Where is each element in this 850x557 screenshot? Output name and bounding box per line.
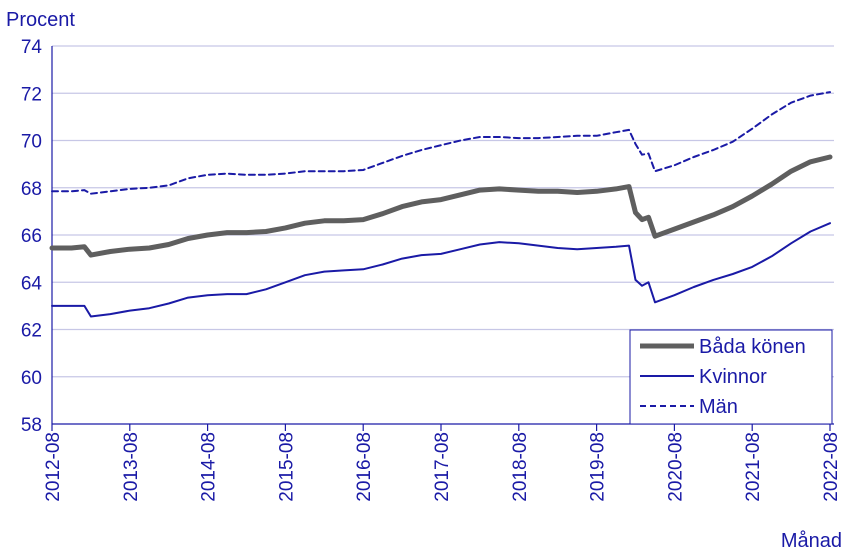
y-tick-label: 58 [21,415,42,436]
gridlines [51,45,834,425]
y-axis-title: Procent [6,9,75,31]
series-line [51,91,831,195]
x-tick-label: 2018-08 [510,432,531,502]
x-tick-label: 2016-08 [354,432,375,502]
x-tick-label: 2022-08 [821,432,842,502]
x-tick-label: 2014-08 [199,432,220,502]
legend-label: Män [699,396,738,418]
y-tick-label: 64 [21,273,43,294]
y-tick-label: 74 [21,37,43,58]
x-tick-label: 2017-08 [432,432,453,502]
x-tick-label: 2020-08 [665,432,686,502]
legend: Båda könen Kvinnor Män [629,329,833,425]
x-axis-title: Månad [781,530,842,552]
series-line [49,154,833,258]
legend-label: Båda könen [699,336,806,358]
y-tick-label: 60 [21,368,42,389]
x-axis-ticks: 2012-08 2013-08 2014-08 2015-08 2016-08 2017-… [43,424,842,502]
y-tick-label: 62 [21,321,42,342]
x-tick-label: 2012-08 [43,432,64,502]
x-tick-label: 2019-08 [588,432,609,502]
series-line [51,222,831,318]
y-axis-ticks: 58 60 62 64 66 68 70 72 74 [21,37,43,436]
y-tick-label: 68 [21,179,42,200]
y-tick-label: 66 [21,226,42,247]
y-tick-label: 72 [21,84,42,105]
series-lines [49,91,833,318]
x-tick-label: 2021-08 [743,432,764,502]
y-tick-label: 70 [21,132,42,153]
legend-label: Kvinnor [699,366,767,388]
x-tick-label: 2013-08 [121,432,142,502]
x-tick-label: 2015-08 [276,432,297,502]
